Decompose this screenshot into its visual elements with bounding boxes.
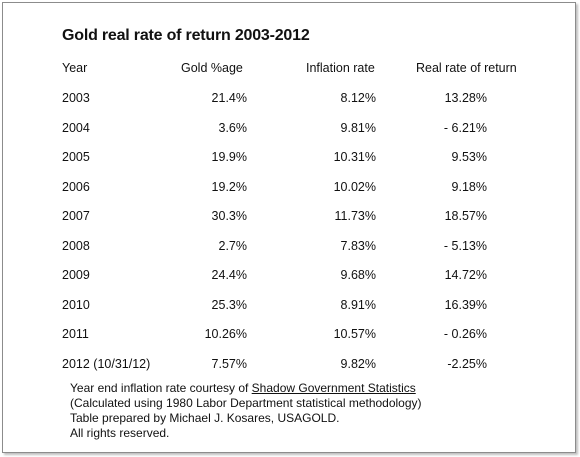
cell-gold: 19.9%	[211, 150, 247, 164]
cell-gold: 3.6%	[218, 121, 248, 135]
table-row: 2003 21.4% 8.12% 13.28%	[0, 91, 576, 111]
shadow-stats-link[interactable]: Shadow Government Statistics	[251, 381, 416, 395]
cell-real-return: - 6.21%	[443, 121, 487, 135]
cell-real-return: - 0.26%	[443, 327, 487, 341]
header-real-return: Real rate of return	[416, 61, 517, 75]
table-row: 2004 3.6% 9.81% - 6.21%	[0, 121, 576, 141]
table-row: 2010 25.3% 8.91% 16.39%	[0, 298, 576, 318]
table-row: 2012 (10/31/12) 7.57% 9.82% -2.25%	[0, 357, 576, 377]
cell-real-return: 13.28%	[444, 91, 487, 105]
cell-inflation: 9.82%	[340, 357, 376, 371]
cell-year: 2011	[62, 327, 89, 341]
cell-gold: 2.7%	[218, 239, 248, 253]
header-gold: Gold %age	[181, 61, 243, 75]
cell-inflation: 11.73%	[334, 209, 376, 223]
cell-year: 2006	[62, 180, 90, 194]
cell-gold: 19.2%	[211, 180, 247, 194]
cell-inflation: 8.12%	[340, 91, 376, 105]
cell-gold: 24.4%	[211, 268, 247, 282]
cell-inflation: 10.02%	[333, 180, 376, 194]
cell-year: 2008	[62, 239, 90, 253]
cell-inflation: 8.91%	[340, 298, 376, 312]
cell-real-return: 9.18%	[451, 180, 487, 194]
header-inflation: Inflation rate	[306, 61, 375, 75]
cell-year: 2010	[62, 298, 90, 312]
table-row: 2006 19.2% 10.02% 9.18%	[0, 180, 576, 200]
header-row: Year Gold %age Inflation rate Real rate …	[0, 61, 576, 81]
table-row: 2009 24.4% 9.68% 14.72%	[0, 268, 576, 288]
cell-real-return: - 5.13%	[443, 239, 487, 253]
cell-gold: 21.4%	[211, 91, 247, 105]
cell-inflation: 7.83%	[340, 239, 376, 253]
cell-real-return: 16.39%	[444, 298, 487, 312]
cell-real-return: 14.72%	[444, 268, 487, 282]
cell-year: 2004	[62, 121, 90, 135]
table-row: 2008 2.7% 7.83% - 5.13%	[0, 239, 576, 259]
table-frame	[2, 2, 576, 453]
cell-real-return: -2.25%	[447, 357, 487, 371]
cell-inflation: 10.57%	[333, 327, 376, 341]
cell-year: 2005	[62, 150, 90, 164]
cell-gold: 30.3%	[211, 209, 247, 223]
table-title: Gold real rate of return 2003-2012	[62, 27, 310, 44]
header-year: Year	[62, 61, 88, 75]
footnote-source: Year end inflation rate courtesy of Shad…	[70, 381, 416, 396]
cell-inflation: 10.31%	[333, 150, 376, 164]
footnote-rights: All rights reserved.	[70, 426, 170, 440]
footnote-source-text: Year end inflation rate courtesy of	[70, 381, 252, 395]
cell-inflation: 9.81%	[340, 121, 376, 135]
footnote-author: Table prepared by Michael J. Kosares, US…	[70, 411, 340, 425]
cell-gold: 25.3%	[211, 298, 247, 312]
cell-gold: 10.26%	[204, 327, 247, 341]
table-row: 2011 10.26% 10.57% - 0.26%	[0, 327, 576, 347]
cell-year: 2007	[62, 209, 90, 223]
cell-gold: 7.57%	[211, 357, 247, 371]
cell-real-return: 18.57%	[444, 209, 487, 223]
table-row: 2005 19.9% 10.31% 9.53%	[0, 150, 576, 170]
cell-year: 2009	[62, 268, 90, 282]
cell-year: 2012 (10/31/12)	[62, 357, 151, 371]
cell-inflation: 9.68%	[340, 268, 376, 282]
footnote-methodology: (Calculated using 1980 Labor Department …	[70, 396, 422, 410]
table-row: 2007 30.3% 11.73% 18.57%	[0, 209, 576, 229]
cell-year: 2003	[62, 91, 90, 105]
cell-real-return: 9.53%	[451, 150, 487, 164]
